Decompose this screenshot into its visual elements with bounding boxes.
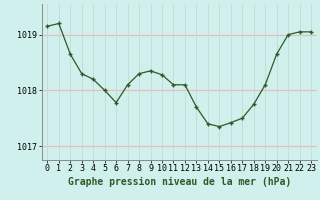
- X-axis label: Graphe pression niveau de la mer (hPa): Graphe pression niveau de la mer (hPa): [68, 177, 291, 187]
